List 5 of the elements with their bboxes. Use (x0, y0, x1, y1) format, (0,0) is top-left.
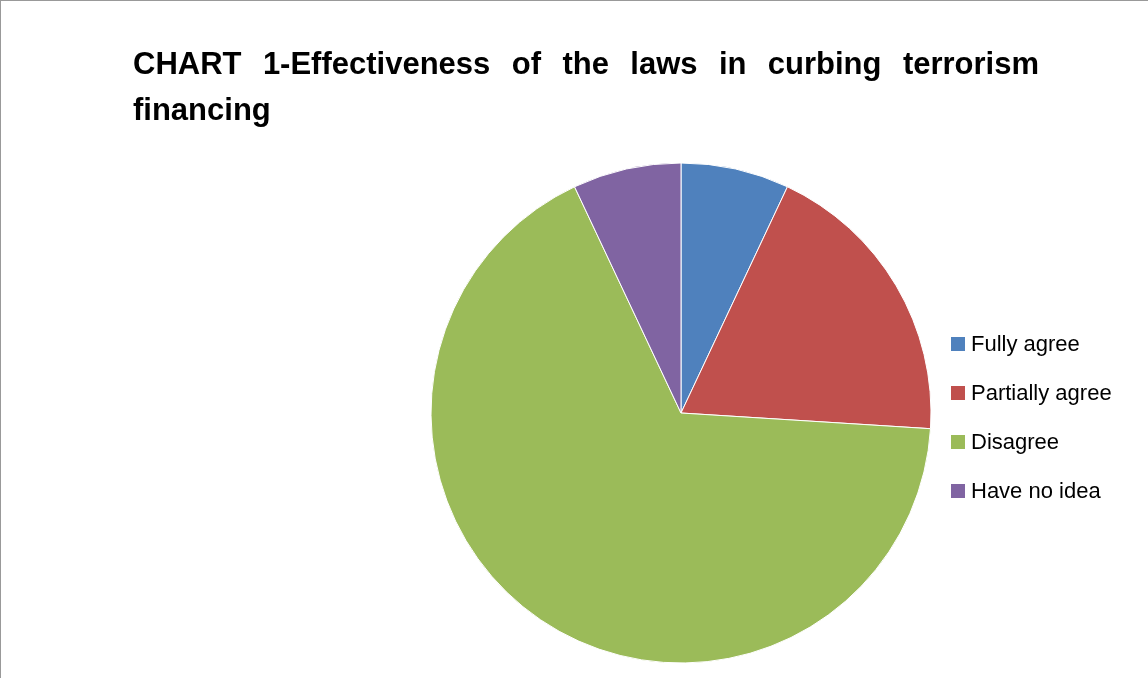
legend-label: Fully agree (971, 329, 1080, 358)
chart-title: CHART 1-Effectiveness of the laws in curbing terrorism financing (133, 45, 1039, 129)
legend-label: Disagree (971, 427, 1060, 456)
legend-label: Partially agree (971, 378, 1112, 407)
legend-label: Have no idea (971, 476, 1101, 505)
